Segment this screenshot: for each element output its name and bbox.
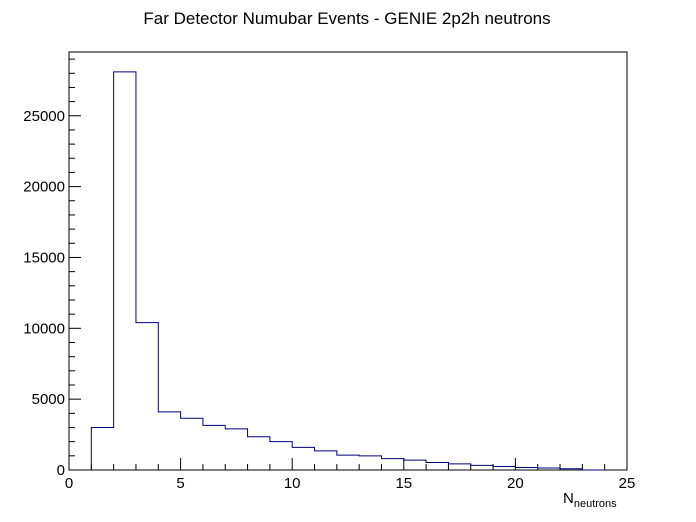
plot-border (68, 51, 628, 471)
x-tick-label: 10 (284, 475, 301, 492)
x-tick-label: 0 (65, 475, 73, 492)
x-tick-label: 25 (619, 475, 636, 492)
histogram-series-line (90, 71, 605, 471)
y-tick-label: 0 (57, 462, 65, 479)
axis-ticks (68, 58, 628, 471)
chart-title: Far Detector Numubar Events - GENIE 2p2h… (143, 9, 550, 28)
x-tick-labels: 0 5 10 15 20 25 (65, 475, 636, 492)
x-axis-label-main: N (563, 490, 574, 507)
y-tick-label: 20000 (23, 179, 65, 196)
y-tick-label: 10000 (23, 320, 65, 337)
plot-frame (68, 51, 628, 471)
y-tick-label: 15000 (23, 249, 65, 266)
x-tick-label: 15 (395, 475, 412, 492)
y-tick-labels: 0 5000 10000 15000 20000 25000 (23, 108, 65, 479)
x-axis-label-subscript: neutrons (574, 498, 617, 510)
x-axis-label: Nneutrons (563, 490, 617, 510)
x-tick-label: 5 (176, 475, 184, 492)
x-tick-label: 20 (507, 475, 524, 492)
y-tick-label: 5000 (32, 391, 65, 408)
y-tick-label: 25000 (23, 108, 65, 125)
